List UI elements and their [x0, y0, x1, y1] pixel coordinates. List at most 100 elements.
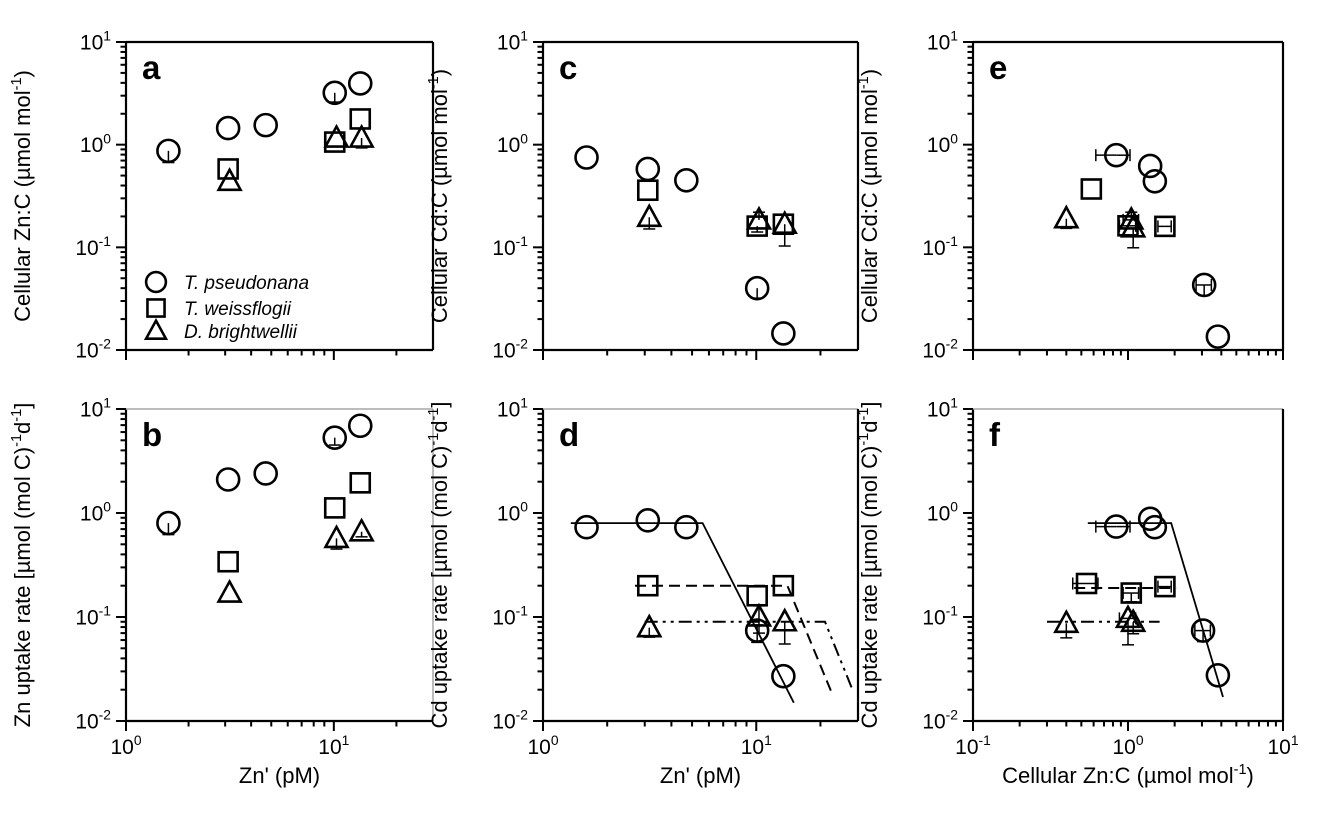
series-triangle-markers: [216, 123, 375, 192]
triangle-marker: [348, 123, 375, 148]
triangle-marker: [771, 607, 798, 632]
y-axis-label: Cellular Zn:C (µmol mol-1): [9, 70, 35, 322]
series-circle-markers: [574, 508, 796, 689]
y-tick-label: 10-2: [492, 707, 528, 734]
x-tick-label: 100: [527, 732, 558, 759]
x-axis-ticks: [125, 350, 398, 360]
panel-b: 100 101 10-2 10-1 100 101 Zn' (pM) Zn uptake ra…: [9, 395, 434, 788]
circle-marker: [635, 156, 661, 182]
square-marker: [217, 550, 239, 573]
x-tick-label: 101: [1267, 732, 1298, 759]
square-marker: [772, 574, 795, 597]
panel-a: 10-2 10-1 100 101 Cellular Zn:C (µmol mol-1)…: [9, 28, 435, 363]
square-marker: [746, 584, 768, 607]
circle-marker: [156, 138, 181, 164]
circle-marker: [635, 508, 661, 533]
circle-marker: [1137, 153, 1163, 179]
series-triangle-markers: [636, 602, 798, 638]
x-axis-ticks: [972, 721, 1284, 731]
series-square-markers: [1075, 572, 1176, 604]
legend-label: T. pseudonana: [184, 273, 309, 294]
y-tick-label: 10-2: [75, 707, 111, 734]
y-axis-label: Cellular Cd:C (µmol mol-1): [856, 69, 882, 323]
triangle-marker: [636, 613, 663, 638]
x-tick-label: 100: [110, 732, 141, 759]
circle-marker: [674, 514, 699, 540]
circle-marker: [322, 425, 348, 450]
series-circle-markers: [1103, 142, 1231, 349]
fit-line-solid: [1087, 522, 1224, 698]
square-marker: [1154, 215, 1176, 238]
circle-marker: [347, 71, 373, 96]
circle-marker: [253, 461, 278, 486]
triangle-legend-icon: [143, 317, 169, 340]
y-tick-label: 101: [497, 28, 528, 55]
triangle-marker: [1119, 608, 1147, 633]
series-triangle-markers: [216, 517, 375, 603]
triangle-marker: [745, 602, 773, 627]
circle-marker: [1137, 506, 1163, 532]
triangle-marker: [1119, 213, 1147, 238]
panel-letter-c: c: [559, 49, 577, 86]
circle-marker: [1205, 663, 1231, 688]
y-tick-label: 101: [927, 395, 958, 422]
circle-marker: [347, 413, 373, 439]
circle-marker: [1103, 142, 1129, 168]
square-marker: [636, 179, 659, 202]
circle-marker: [574, 145, 599, 170]
y-axis-ticks: [116, 41, 126, 351]
series-circle-markers: [156, 413, 373, 536]
square-marker: [746, 215, 768, 237]
circle-marker: [1142, 514, 1168, 540]
square-marker: [1080, 178, 1103, 200]
series-triangle-markers: [1053, 604, 1147, 634]
triangle-marker: [1053, 609, 1080, 634]
triangle-marker: [636, 203, 663, 228]
panel-letter-f: f: [989, 416, 1001, 453]
y-tick-label: 10-1: [492, 603, 528, 630]
x-axis-ticks: [542, 721, 822, 731]
x-axis-label: Zn' (pM): [660, 763, 741, 788]
y-axis-ticks: [963, 41, 973, 351]
circle-marker: [1191, 272, 1217, 298]
panel-letter-e: e: [989, 49, 1007, 86]
y-tick-label: 10-1: [922, 603, 958, 630]
y-tick-label: 10-1: [922, 233, 958, 260]
y-axis-label: Cellular Cd:C (µmol mol-1): [426, 69, 452, 323]
y-tick-label: 100: [497, 130, 528, 157]
y-tick-label: 101: [927, 28, 958, 55]
circle-marker: [253, 112, 278, 138]
series-circle-markers: [1103, 506, 1231, 688]
triangle-marker: [771, 210, 798, 235]
panel-letter-d: d: [559, 416, 579, 453]
series-triangle-markers: [1053, 204, 1147, 238]
square-marker: [636, 574, 659, 597]
triangle-marker: [216, 578, 243, 603]
circle-marker: [215, 467, 241, 492]
circle-marker: [1103, 514, 1129, 539]
x-axis-ticks: [542, 350, 822, 360]
y-axis-ticks: [963, 408, 973, 722]
circle-marker: [1205, 324, 1231, 349]
series-triangle-markers: [636, 203, 798, 235]
y-axis-label: Zn uptake rate [µmol (mol C)-1d-1]: [9, 403, 35, 728]
y-tick-label: 101: [80, 395, 111, 422]
panel-letter-a: a: [142, 49, 161, 86]
y-tick-label: 101: [497, 395, 528, 422]
fit-line-solid: [570, 522, 795, 704]
y-axis-ticks: [533, 408, 543, 722]
panel-e: 10-2 10-1 100 101 Cellular Cd:C (µmol mol-1)…: [856, 28, 1285, 363]
y-tick-label: 10-2: [922, 707, 958, 734]
y-axis-label: Cd uptake rate [µmol (mol C)-1d-1]: [856, 401, 882, 728]
square-marker: [323, 497, 346, 519]
fit-line-dashdotdot: [644, 620, 853, 688]
circle-marker: [744, 275, 770, 301]
error-bars: [162, 437, 368, 550]
x-axis-ticks: [125, 721, 398, 731]
y-tick-label: 100: [497, 499, 528, 526]
triangle-marker: [745, 205, 773, 230]
square-marker: [1075, 572, 1098, 595]
y-axis-ticks: [533, 41, 543, 351]
